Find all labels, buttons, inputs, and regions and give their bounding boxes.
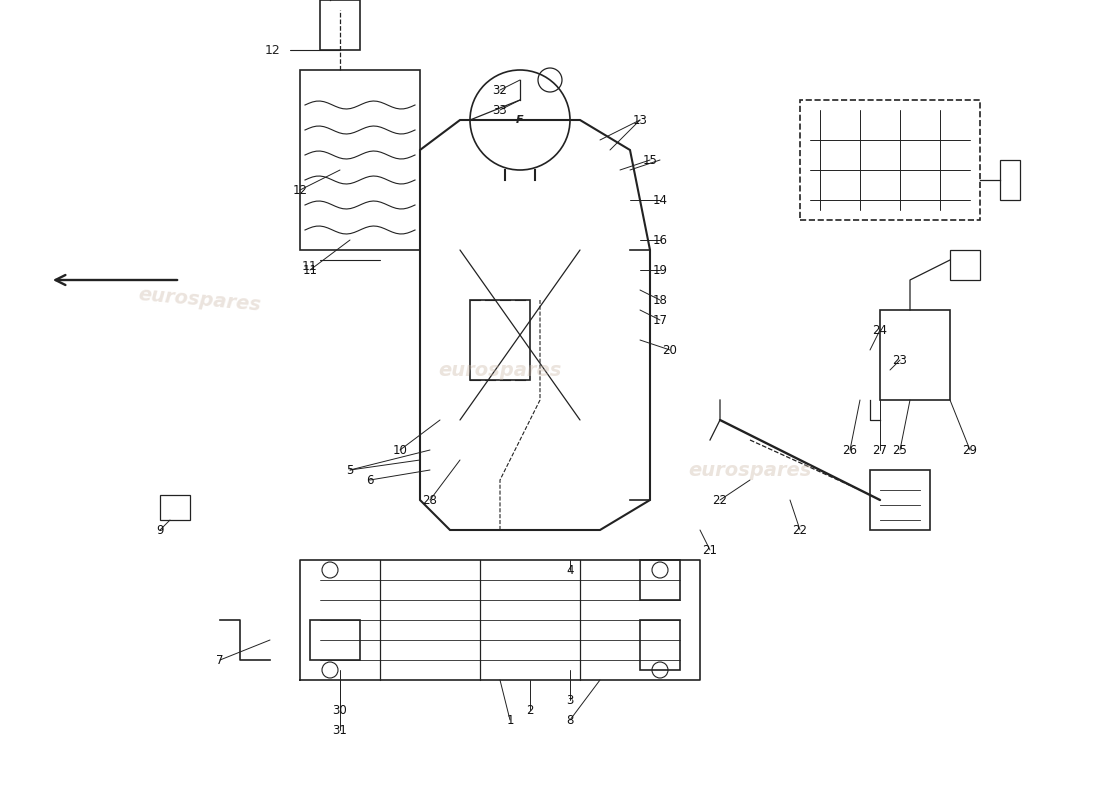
Text: 30: 30 [332,703,348,717]
Text: 25: 25 [892,443,907,457]
Bar [880,310,950,400]
Text: 13: 13 [632,114,648,126]
Text: 4: 4 [566,563,574,577]
Text: 15: 15 [642,154,658,166]
Bar [160,495,190,520]
Text: 21: 21 [703,543,717,557]
Text: 31: 31 [332,723,348,737]
Bar [300,70,420,250]
Text: 29: 29 [962,443,978,457]
Text: 22: 22 [713,494,727,506]
Text: 11: 11 [302,263,318,277]
Bar [1000,160,1020,200]
Text: 12: 12 [264,43,280,57]
Text: 8: 8 [566,714,574,726]
Text: 2: 2 [526,703,534,717]
Bar [640,620,680,670]
Text: 3: 3 [566,694,574,706]
Text: 33: 33 [493,103,507,117]
Bar [870,470,930,530]
Text: 1: 1 [506,714,514,726]
Text: 7: 7 [217,654,223,666]
Text: 16: 16 [652,234,668,246]
Bar [470,300,530,380]
Text: 26: 26 [843,443,858,457]
Text: 17: 17 [652,314,668,326]
Text: 11: 11 [302,260,318,273]
Text: 23: 23 [892,354,907,366]
Text: 10: 10 [393,443,407,457]
Text: 12: 12 [293,183,308,197]
Text: 28: 28 [422,494,438,506]
Text: eurospares: eurospares [138,285,262,315]
Text: F: F [516,115,524,125]
Text: eurospares: eurospares [438,361,562,379]
Bar [320,0,360,50]
Bar [640,560,680,600]
Text: 6: 6 [366,474,374,486]
Bar [310,620,360,660]
Text: 9: 9 [156,523,164,537]
Text: 5: 5 [346,463,354,477]
Text: eurospares: eurospares [689,461,812,479]
Text: 20: 20 [662,343,678,357]
Text: 32: 32 [493,83,507,97]
Text: 22: 22 [792,523,807,537]
Text: 18: 18 [652,294,668,306]
Text: 19: 19 [652,263,668,277]
Bar [800,100,980,220]
Text: 24: 24 [872,323,888,337]
Text: 27: 27 [872,443,888,457]
Bar [950,250,980,280]
Text: 14: 14 [652,194,668,206]
